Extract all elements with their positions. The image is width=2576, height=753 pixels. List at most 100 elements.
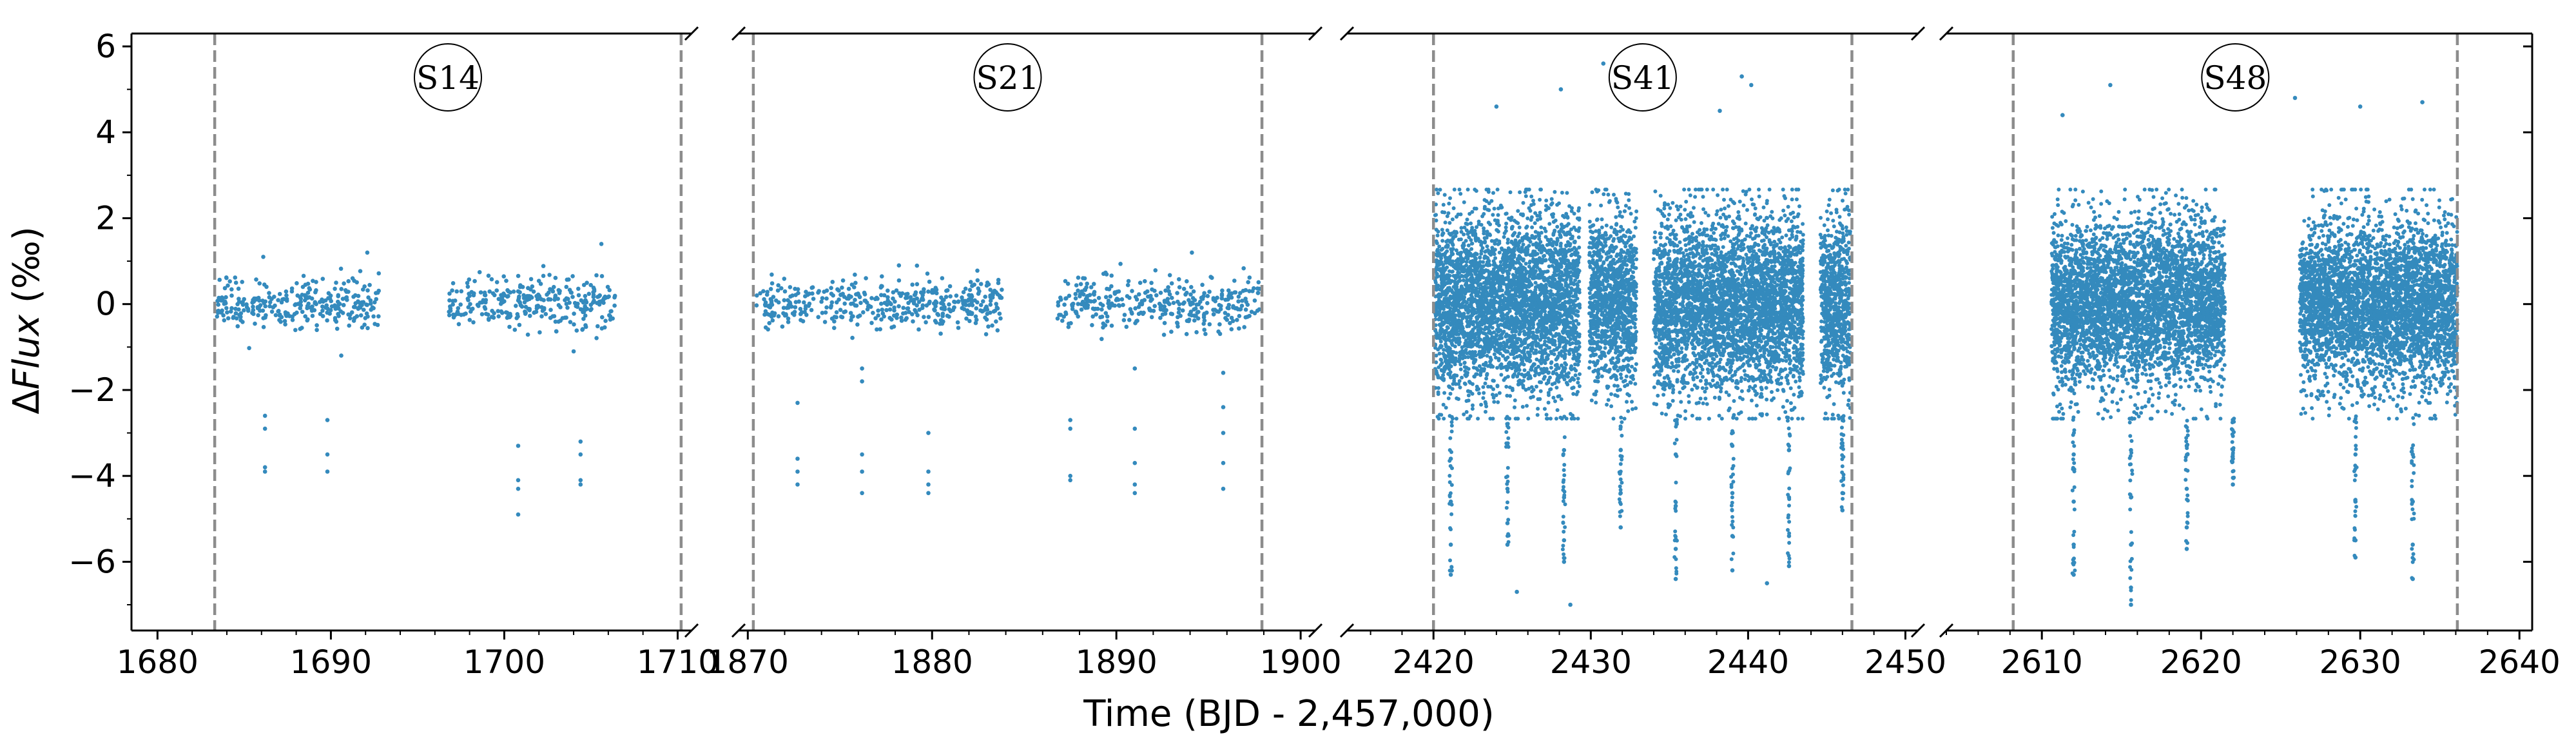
data-point	[256, 313, 260, 318]
data-point	[786, 316, 791, 321]
outlier-point	[365, 250, 370, 255]
data-point	[216, 298, 220, 303]
data-point	[1523, 333, 1527, 337]
data-point	[339, 287, 344, 291]
data-point	[1527, 298, 1532, 302]
data-point	[762, 297, 766, 302]
data-point	[887, 315, 892, 320]
data-point	[242, 297, 247, 302]
data-point	[1198, 299, 1203, 304]
data-point	[1458, 255, 1463, 260]
data-point	[1495, 348, 1498, 353]
data-point	[1247, 275, 1252, 280]
data-point	[782, 298, 787, 303]
data-point	[541, 264, 546, 269]
data-point	[1458, 302, 1462, 307]
data-point	[553, 275, 558, 280]
data-point	[222, 302, 227, 306]
data-point	[1548, 295, 1553, 299]
data-point	[1468, 277, 1473, 282]
data-point	[878, 327, 882, 331]
data-point	[1476, 416, 1480, 421]
data-point	[1562, 308, 1567, 312]
data-point	[810, 285, 815, 290]
data-point	[553, 293, 558, 298]
data-point	[1536, 276, 1541, 280]
data-point	[1543, 328, 1547, 332]
data-point	[327, 296, 333, 301]
data-point	[1447, 201, 1451, 206]
transit-point	[325, 469, 330, 474]
data-point	[501, 274, 506, 279]
data-point	[955, 320, 960, 325]
data-point	[878, 285, 884, 290]
data-point	[482, 293, 487, 298]
data-point	[916, 327, 921, 332]
data-point	[507, 324, 512, 329]
data-point	[300, 309, 305, 315]
data-point	[1556, 262, 1561, 266]
data-point	[585, 306, 589, 311]
data-point	[1565, 262, 1569, 267]
data-point	[1211, 296, 1216, 300]
data-point	[1189, 285, 1194, 289]
data-point	[1055, 316, 1060, 321]
data-point	[879, 301, 884, 306]
data-point	[552, 314, 557, 318]
data-point	[1169, 281, 1174, 286]
data-point	[1456, 264, 1460, 269]
data-point	[1480, 348, 1485, 353]
data-point	[1561, 296, 1565, 300]
data-point	[487, 289, 492, 294]
data-point	[876, 308, 880, 313]
data-point	[1481, 275, 1486, 280]
data-point	[1482, 328, 1487, 332]
data-point	[1121, 318, 1127, 322]
data-point	[967, 303, 971, 308]
data-point	[257, 305, 262, 310]
data-point	[1490, 326, 1495, 330]
data-point	[1092, 292, 1096, 297]
data-point	[528, 313, 532, 318]
data-point	[1528, 342, 1533, 347]
data-point	[1474, 298, 1478, 303]
data-point	[954, 293, 959, 298]
data-point	[1448, 391, 1453, 396]
data-point	[1486, 384, 1490, 389]
data-point	[1549, 338, 1553, 342]
x-tick-label: 1870	[707, 643, 789, 681]
data-point	[996, 280, 1001, 286]
data-point	[1205, 293, 1210, 298]
data-point	[1128, 307, 1133, 311]
data-point	[370, 305, 375, 310]
data-point	[1553, 399, 1557, 404]
data-point	[942, 298, 946, 302]
data-point	[1563, 344, 1567, 348]
data-point	[334, 280, 338, 285]
data-point	[1540, 333, 1544, 337]
data-point	[1438, 339, 1443, 344]
data-point	[871, 311, 875, 315]
data-point	[1455, 300, 1458, 305]
data-point	[903, 317, 908, 322]
data-point	[1462, 361, 1467, 365]
data-point	[1541, 349, 1545, 353]
data-point	[1553, 310, 1557, 315]
data-point	[1558, 248, 1562, 252]
data-point	[1539, 231, 1544, 235]
data-point	[1500, 323, 1504, 328]
data-point	[1529, 215, 1534, 219]
data-point	[962, 300, 967, 305]
data-point	[589, 307, 594, 311]
transit-point	[1068, 478, 1072, 483]
data-point	[360, 300, 364, 305]
data-point	[1458, 386, 1462, 389]
data-point	[1480, 214, 1485, 219]
data-point	[1511, 362, 1515, 367]
data-point	[1506, 251, 1510, 255]
data-point	[1534, 258, 1538, 262]
data-point	[1486, 190, 1491, 194]
data-point	[886, 295, 890, 300]
data-point	[798, 306, 803, 311]
